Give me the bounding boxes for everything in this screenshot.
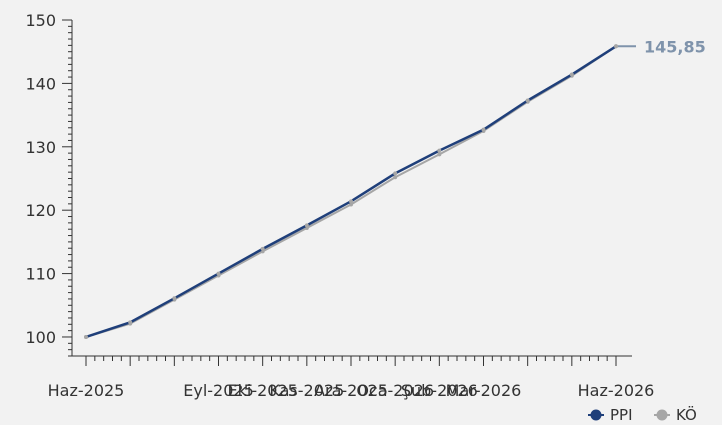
data-point-ppi <box>172 296 177 301</box>
data-point-k- <box>393 175 398 180</box>
x-tick-label: Ara-2025 <box>314 381 388 400</box>
legend-item-k-[interactable]: KÖ <box>654 405 697 424</box>
x-tick-label: Haz-2026 <box>578 381 655 400</box>
y-tick-label: 110 <box>25 265 56 284</box>
data-point-ppi <box>216 271 221 276</box>
series-line-ppi <box>85 45 617 339</box>
x-tick-label: Mar-2026 <box>446 381 522 400</box>
y-axis: 100 110 120 130 140 150 <box>25 11 73 357</box>
data-point-ppi <box>128 320 133 325</box>
end-value-label: 145,85 <box>644 37 706 56</box>
y-tick-label: 100 <box>25 328 56 347</box>
series-line-k- <box>85 45 617 338</box>
data-point-ppi <box>614 44 618 49</box>
x-tick-label: Haz-2025 <box>48 381 125 400</box>
legend-marker <box>590 409 602 421</box>
legend[interactable]: PPI KÖ <box>588 405 697 424</box>
y-tick-label: 140 <box>25 74 56 93</box>
x-tick-label: Eki-2025 <box>228 381 298 400</box>
end-label-layer: 145,85 <box>618 37 706 56</box>
data-point-ppi <box>260 246 265 251</box>
y-tick-label: 120 <box>25 201 56 220</box>
data-point-ppi <box>437 148 442 153</box>
x-tick-label: Eyl-2025 <box>183 381 254 400</box>
x-tick-label: Şub-2026 <box>401 381 478 400</box>
x-tick-label: Kas-2025 <box>269 381 344 400</box>
x-axis: Haz-2025 Eyl-2025Eki-2025Kas-2025Ara-2025… <box>48 355 655 400</box>
x-tick-label: Oca-2026 <box>356 381 434 400</box>
data-point-k- <box>349 202 353 207</box>
legend-marker <box>656 409 668 421</box>
data-point-ppi <box>481 127 486 132</box>
data-point-k- <box>437 152 442 157</box>
legend-label: PPI <box>610 406 633 424</box>
legend-label: KÖ <box>676 405 697 424</box>
y-tick-label: 150 <box>25 11 56 30</box>
data-point-ppi <box>349 199 353 204</box>
data-point-ppi <box>393 171 398 176</box>
series-layer <box>84 44 618 339</box>
data-point-ppi <box>525 98 530 103</box>
legend-item-ppi[interactable]: PPI <box>588 406 633 424</box>
y-tick-label: 130 <box>25 138 56 157</box>
data-point-ppi <box>304 223 309 228</box>
data-point-ppi <box>569 72 574 77</box>
data-point-ppi <box>84 334 88 339</box>
